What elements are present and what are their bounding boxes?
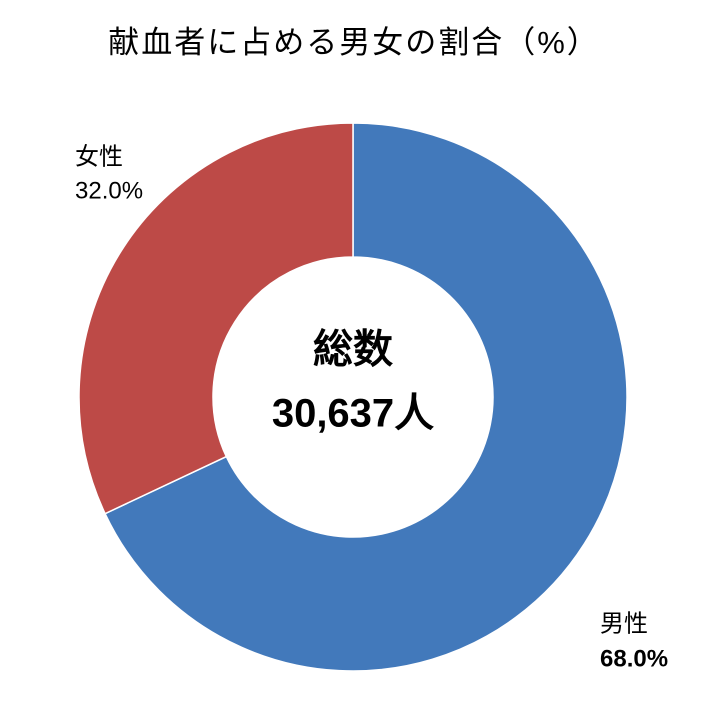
slice-category-label: 女性 — [75, 143, 123, 170]
center-label: 30,637人 — [272, 392, 434, 436]
donut-slice — [78, 122, 354, 515]
center-label: 総数 — [313, 328, 393, 372]
chart-title: 献血者に占める男女の割合（%） — [108, 25, 600, 60]
slice-value-label: 68.0% — [600, 645, 668, 672]
donut-slice — [104, 122, 628, 672]
slice-value-label: 32.0% — [75, 177, 143, 204]
slice-category-label: 男性 — [600, 610, 648, 637]
